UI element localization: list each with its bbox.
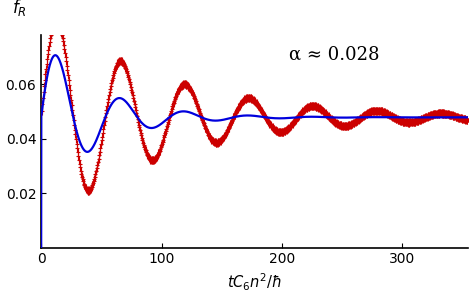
Y-axis label: $f_R$: $f_R$ [12, 0, 27, 18]
Text: α ≈ 0.028: α ≈ 0.028 [289, 46, 380, 64]
X-axis label: $tC_6n^2/\hbar$: $tC_6n^2/\hbar$ [227, 272, 283, 293]
